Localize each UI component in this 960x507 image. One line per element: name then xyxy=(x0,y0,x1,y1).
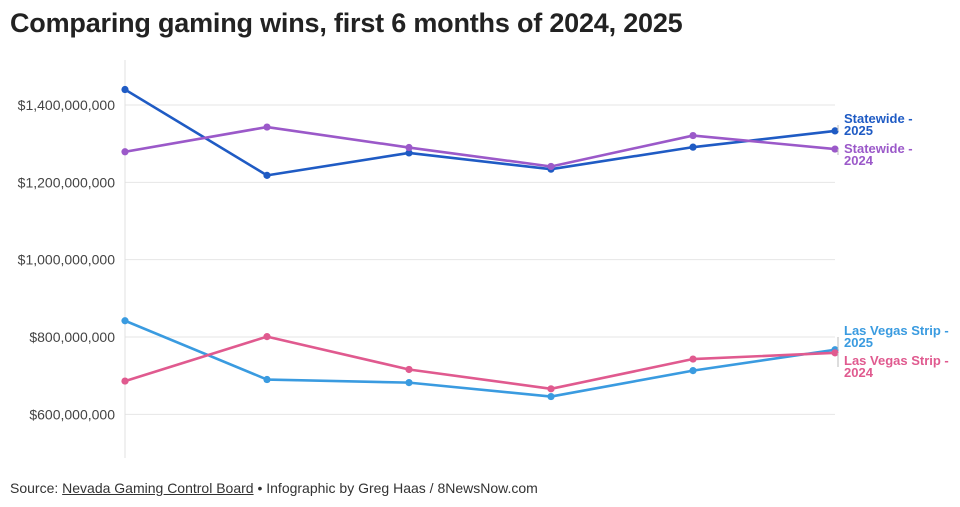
series-line-las-vegas-strip-2025 xyxy=(124,319,836,398)
line-chart: $600,000,000 $800,000,000 $1,000,000,000 $1… xyxy=(18,60,949,458)
data-point-statewide-2024 xyxy=(547,162,555,171)
data-point-statewide-2024 xyxy=(831,145,839,153)
chart-title: Comparing gaming wins, first 6 months of… xyxy=(10,8,683,38)
series-line-statewide-2024 xyxy=(124,125,836,168)
data-point-statewide-2024 xyxy=(689,131,697,140)
data-point-statewide-2025 xyxy=(689,143,697,151)
y-tick-label: $1,200,000,000 xyxy=(18,174,116,190)
y-tick-label: $800,000,000 xyxy=(29,329,115,345)
data-point-statewide-2024 xyxy=(405,143,413,152)
data-point-statewide-2025 xyxy=(405,149,413,157)
footer: Source: Nevada Gaming Control Board • In… xyxy=(10,480,538,496)
data-point-las-vegas-strip-2025 xyxy=(121,317,129,325)
series-line-las-vegas-strip-2024 xyxy=(124,335,836,391)
data-point-las-vegas-strip-2024 xyxy=(831,349,839,357)
data-point-las-vegas-strip-2025 xyxy=(689,367,697,375)
data-point-las-vegas-strip-2024 xyxy=(121,377,129,385)
y-tick-label: $600,000,000 xyxy=(29,406,115,422)
series-label-statewide-2024: Statewide -2024 xyxy=(844,141,913,168)
data-point-statewide-2025 xyxy=(121,85,129,94)
source-prefix: Source: xyxy=(10,480,63,496)
series-label-las-vegas-strip-2025: Las Vegas Strip -2025 xyxy=(844,323,949,350)
data-point-statewide-2024 xyxy=(121,148,129,156)
data-point-las-vegas-strip-2024 xyxy=(263,333,271,341)
y-tick-label: $1,400,000,000 xyxy=(18,97,116,113)
data-point-las-vegas-strip-2025 xyxy=(547,392,555,401)
data-point-las-vegas-strip-2024 xyxy=(547,385,555,393)
series-label-statewide-2025: Statewide -2025 xyxy=(844,111,913,138)
data-point-las-vegas-strip-2025 xyxy=(405,379,413,387)
data-point-statewide-2025 xyxy=(831,127,839,135)
data-point-statewide-2024 xyxy=(263,123,271,131)
series-label-las-vegas-strip-2024: Las Vegas Strip -2024 xyxy=(844,353,949,380)
data-point-las-vegas-strip-2024 xyxy=(405,365,413,374)
y-tick-label: $1,000,000,000 xyxy=(18,252,116,268)
data-point-las-vegas-strip-2025 xyxy=(263,375,271,384)
data-point-las-vegas-strip-2024 xyxy=(689,355,697,363)
source-link[interactable]: Nevada Gaming Control Board xyxy=(62,480,254,496)
series-line-statewide-2025 xyxy=(124,88,836,177)
credit-text: • Infographic by Greg Haas / 8NewsNow.co… xyxy=(253,480,538,496)
data-point-statewide-2025 xyxy=(263,171,271,179)
